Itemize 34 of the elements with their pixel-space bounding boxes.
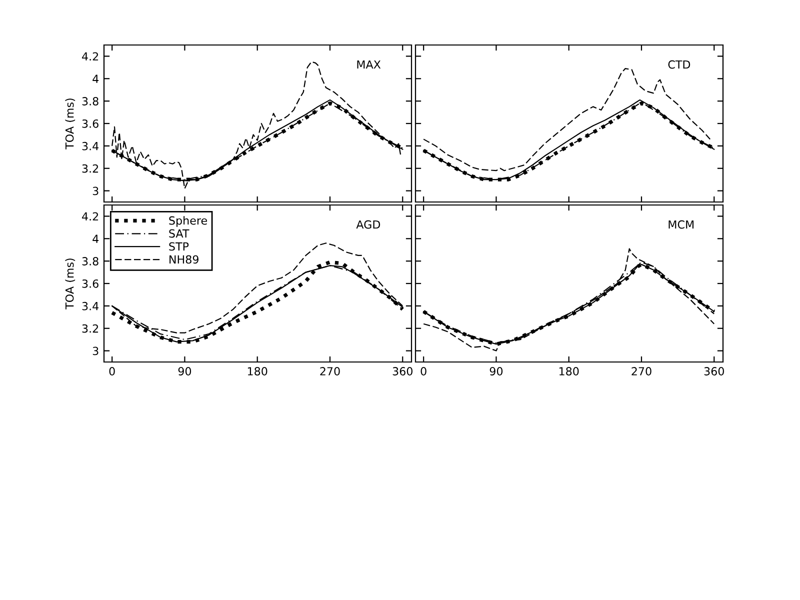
x-tick-label: 360 xyxy=(704,367,724,376)
x-tick-label: 0 xyxy=(109,367,115,376)
y-axis-title: TOA (ms) xyxy=(65,98,76,150)
text: MCM xyxy=(668,220,694,229)
x-tick-label: 270 xyxy=(632,367,652,376)
x-tick-label: 180 xyxy=(559,367,579,376)
y-tick-label: 3.4 xyxy=(82,302,99,310)
x-tick-label: 360 xyxy=(392,367,412,376)
x-tick-label: 270 xyxy=(320,367,340,376)
x-tick-label: 0 xyxy=(420,367,426,376)
y-tick-label: 4 xyxy=(92,74,99,83)
y-tick-label: 3.8 xyxy=(82,97,98,106)
text: AGD xyxy=(356,220,380,229)
y-tick-label: 3.8 xyxy=(82,257,98,266)
legend-label: NH89 xyxy=(170,255,198,264)
y-tick-label: 4.2 xyxy=(82,212,98,220)
legend-label: Sphere xyxy=(169,216,207,227)
text: MAX xyxy=(357,60,381,69)
y-tick-label: 4.2 xyxy=(82,52,98,60)
y-tick-label: 3.6 xyxy=(82,119,98,128)
x-tick-label: 90 xyxy=(490,367,503,376)
y-axis-title: TOA (ms) xyxy=(65,258,76,310)
y-tick-label: 3.2 xyxy=(82,324,98,333)
text: CTD xyxy=(668,60,690,69)
y-tick-label: 3.2 xyxy=(82,164,98,173)
y-tick-label: 3.6 xyxy=(82,279,98,288)
legend-label: SAT xyxy=(169,229,190,238)
y-tick-label: 4 xyxy=(92,234,99,243)
legend-label: STP xyxy=(169,242,189,251)
y-tick-label: 3 xyxy=(92,346,98,356)
y-tick-label: 3.4 xyxy=(82,142,99,150)
x-tick-label: 90 xyxy=(178,367,192,376)
y-tick-label: 3 xyxy=(92,186,98,196)
x-tick-label: 180 xyxy=(248,367,268,376)
